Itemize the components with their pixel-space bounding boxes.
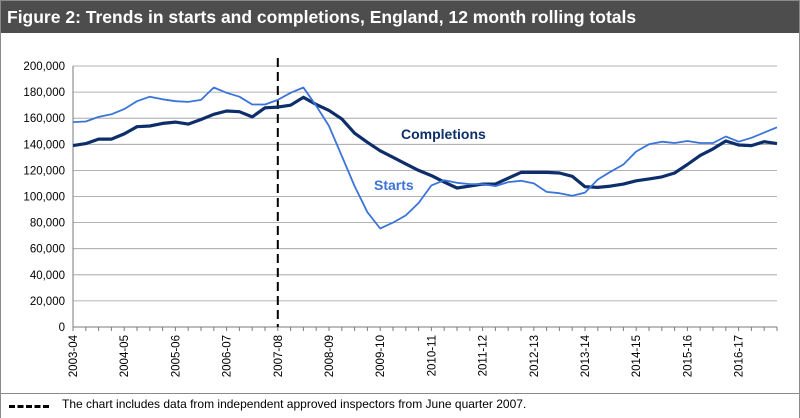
y-tick-label: 100,000 (23, 192, 65, 204)
series-group (72, 86, 778, 230)
figure-title: Figure 2: Trends in starts and completio… (1, 1, 799, 33)
y-tick-label: 20,000 (30, 296, 65, 308)
y-tick-label: 140,000 (23, 139, 65, 151)
gridlines (73, 65, 777, 302)
footnote-text: The chart includes data from independent… (62, 397, 527, 411)
x-tick-label: 2009-10 (375, 335, 387, 377)
series-line-completions (72, 95, 778, 190)
y-axis-ticks: 0 20,000 40,000 60,000 80,000 100,000 120,000 1… (23, 61, 65, 334)
y-tick-label: 0 (59, 322, 65, 334)
x-tick-label: 2006-07 (222, 335, 234, 377)
x-tick-label: 2015-16 (682, 335, 694, 377)
x-tick-label: 2007-08 (273, 335, 285, 377)
line-chart: 0 20,000 40,000 60,000 80,000 100,000 120,000 1… (23, 58, 778, 377)
y-tick-label: 80,000 (30, 218, 65, 230)
x-tick-label: 2016-17 (734, 335, 746, 377)
x-axis-ticks: 2003-04 2004-05 2005-06 2006-07 2007-08 2008-… (68, 334, 746, 377)
series-labels: Completions Starts (374, 126, 486, 193)
x-tick-label: 2014-15 (631, 335, 643, 377)
axes (72, 66, 778, 331)
x-tick-label: 2011-12 (478, 335, 490, 376)
y-tick-label: 200,000 (23, 61, 65, 73)
x-tick-label: 2008-09 (324, 335, 336, 377)
x-tick-label: 2010-11 (426, 335, 438, 376)
footnote: The chart includes data from independent… (1, 393, 799, 418)
x-tick-label: 2004-05 (119, 335, 131, 377)
x-tick-label: 2005-06 (170, 335, 182, 377)
y-tick-label: 160,000 (23, 113, 65, 125)
y-tick-label: 180,000 (23, 87, 65, 99)
x-tick-label: 2003-04 (68, 334, 80, 377)
x-tick-label: 2013-14 (580, 334, 592, 377)
series-label-starts: Starts (374, 177, 414, 193)
y-tick-label: 40,000 (30, 270, 65, 282)
dashed-line-legend-icon (9, 405, 49, 408)
series-label-completions: Completions (401, 126, 486, 142)
x-tick-label: 2012-13 (529, 335, 541, 377)
y-tick-label: 120,000 (23, 165, 65, 177)
y-tick-label: 60,000 (30, 244, 65, 256)
series-line-starts (72, 86, 778, 230)
